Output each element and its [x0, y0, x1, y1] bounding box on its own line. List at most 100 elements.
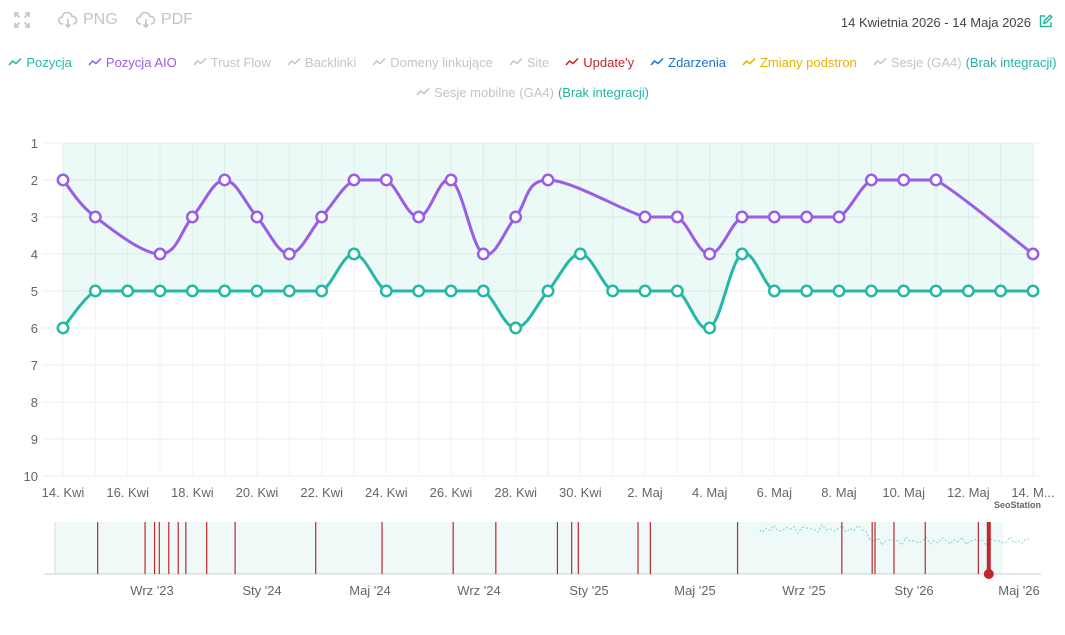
- line-chart-icon: [509, 57, 523, 67]
- legend-item-pozycja[interactable]: Pozycja: [8, 55, 72, 70]
- data-point-pozycja: [638, 284, 652, 298]
- range-navigator: Wrz '23 Sty '24 Maj '24 Wrz '24 Sty '25 Maj '…: [44, 522, 1041, 598]
- line-chart-icon: [416, 87, 430, 97]
- data-point-pozycja-aio: [897, 173, 911, 187]
- data-point-pozycja-aio: [56, 173, 70, 187]
- data-point-pozycja: [735, 247, 749, 261]
- x-tick-label: 18. Kwi: [171, 485, 214, 500]
- y-tick-label: 2: [31, 173, 38, 188]
- line-chart-icon: [88, 57, 102, 67]
- fullscreen-button[interactable]: [14, 12, 30, 28]
- data-point-pozycja: [250, 284, 264, 298]
- y-tick-label: 6: [31, 321, 38, 336]
- x-tick-label: 4. Maj: [692, 485, 728, 500]
- legend-label: Zdarzenia: [668, 54, 726, 70]
- data-point-pozycja-aio: [88, 210, 102, 224]
- legend-label: Site: [526, 54, 550, 70]
- y-tick-label: 9: [31, 432, 38, 447]
- data-point-pozycja: [412, 284, 426, 298]
- x-tick-label: 16. Kwi: [106, 485, 149, 500]
- x-tick-label: 28. Kwi: [494, 485, 537, 500]
- data-point-pozycja: [929, 284, 943, 298]
- data-point-pozycja-aio: [670, 210, 684, 224]
- line-chart-icon: [287, 57, 301, 67]
- data-point-pozycja-aio: [218, 173, 232, 187]
- x-tick-label: 22. Kwi: [300, 485, 343, 500]
- toolbar: PNG PDF 14 Kwietnia 2026 - 14 Maja 2026: [0, 0, 1065, 40]
- line-chart-icon: [8, 57, 22, 67]
- data-point-pozycja: [56, 321, 70, 335]
- png-label: PNG: [83, 11, 118, 28]
- edit-icon[interactable]: [1039, 14, 1053, 31]
- data-point-pozycja: [315, 284, 329, 298]
- legend-integration-note: (Brak integracji): [965, 54, 1057, 70]
- line-chart-icon: [372, 57, 386, 67]
- x-tick-label: 30. Kwi: [559, 485, 602, 500]
- data-point-pozycja-aio: [282, 247, 296, 261]
- data-point-pozycja-aio: [735, 210, 749, 224]
- legend-item-trust-flow[interactable]: Trust Flow: [193, 55, 271, 70]
- legend-item-pozycja-aio[interactable]: Pozycja AIO: [88, 55, 177, 70]
- legend-item-domeny-linkujace[interactable]: Domeny linkujące: [372, 55, 493, 70]
- chart-legend: Pozycja Pozycja AIO Trust Flow Backlinki Dom…: [0, 52, 1065, 112]
- data-point-pozycja: [1026, 284, 1040, 298]
- y-tick-label: 10: [24, 469, 38, 484]
- data-point-pozycja: [573, 247, 587, 261]
- data-point-pozycja-aio: [185, 210, 199, 224]
- x-tick-label: 24. Kwi: [365, 485, 408, 500]
- data-point-pozycja-aio: [832, 210, 846, 224]
- data-point-pozycja: [606, 284, 620, 298]
- data-point-pozycja-aio: [509, 210, 523, 224]
- legend-item-sesje-mobilne-ga4[interactable]: Sesje mobilne (GA4) (Brak integracji): [416, 85, 649, 100]
- data-point-pozycja-aio: [412, 210, 426, 224]
- navigator-selection: [55, 522, 1003, 574]
- grid: [42, 142, 1041, 477]
- cloud-download-icon: [136, 12, 156, 28]
- legend-item-update-y[interactable]: Update'y: [565, 55, 634, 70]
- data-point-pozycja: [88, 284, 102, 298]
- pdf-label: PDF: [161, 11, 193, 28]
- data-point-pozycja-aio: [703, 247, 717, 261]
- date-range: 14 Kwietnia 2026 - 14 Maja 2026: [841, 14, 1053, 31]
- x-tick-label: 14. Kwi: [42, 485, 85, 500]
- data-point-pozycja-aio: [638, 210, 652, 224]
- y-tick-label: 3: [31, 210, 38, 225]
- navigator-label: Wrz '24: [457, 583, 500, 598]
- data-point-pozycja-aio: [767, 210, 781, 224]
- line-chart-icon: [873, 57, 887, 67]
- data-point-pozycja-aio: [800, 210, 814, 224]
- x-tick-label: 12. Maj: [947, 485, 990, 500]
- export-png-button[interactable]: PNG: [58, 11, 118, 29]
- legend-item-zdarzenia[interactable]: Zdarzenia: [650, 55, 726, 70]
- legend-label: Update'y: [583, 54, 635, 70]
- data-point-pozycja-aio: [929, 173, 943, 187]
- legend-item-zmiany-podstron[interactable]: Zmiany podstron: [742, 55, 857, 70]
- navigator-label: Sty '24: [242, 583, 281, 598]
- line-chart-icon: [193, 57, 207, 67]
- y-tick-label: 7: [31, 358, 38, 373]
- legend-item-site[interactable]: Site: [509, 55, 549, 70]
- legend-item-sesje-ga4[interactable]: Sesje (GA4) (Brak integracji): [873, 55, 1057, 70]
- export-pdf-button[interactable]: PDF: [136, 11, 193, 29]
- legend-integration-note: (Brak integracji): [557, 84, 649, 100]
- data-point-pozycja: [994, 284, 1008, 298]
- date-range-text: 14 Kwietnia 2026 - 14 Maja 2026: [840, 15, 1031, 30]
- y-tick-label: 4: [31, 247, 38, 262]
- legend-label: Domeny linkujące: [390, 54, 493, 70]
- legend-label: Pozycja: [26, 54, 72, 70]
- navigator-current-dot: [983, 569, 994, 579]
- data-point-pozycja: [864, 284, 878, 298]
- data-point-pozycja: [476, 284, 490, 298]
- navigator-label: Wrz '25: [782, 583, 825, 598]
- data-point-pozycja-aio: [541, 173, 555, 187]
- data-point-pozycja: [153, 284, 167, 298]
- legend-item-backlinki[interactable]: Backlinki: [287, 55, 356, 70]
- data-point-pozycja: [961, 284, 975, 298]
- y-tick-label: 8: [31, 395, 38, 410]
- x-tick-label: 26. Kwi: [430, 485, 473, 500]
- x-tick-label: 8. Maj: [821, 485, 857, 500]
- line-chart-icon: [742, 57, 756, 67]
- legend-label: Trust Flow: [210, 54, 271, 70]
- navigator-label: Maj '25: [674, 583, 716, 598]
